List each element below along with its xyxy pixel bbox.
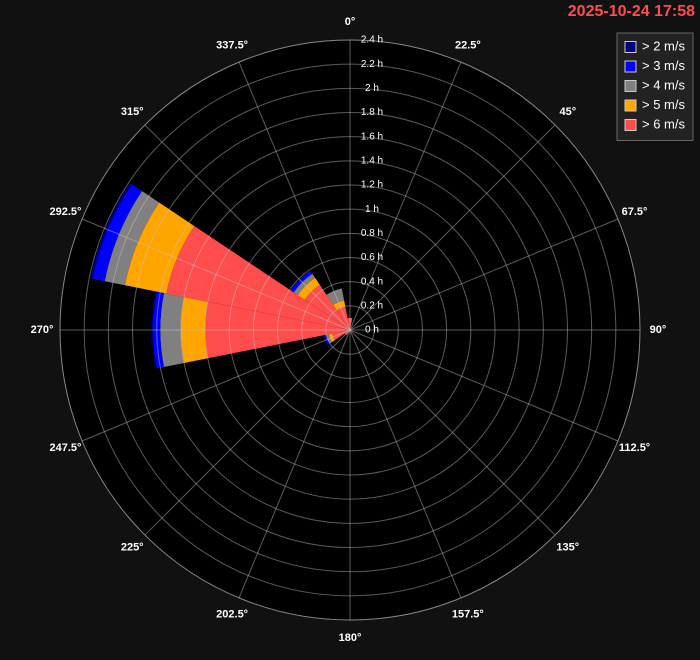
r-tick-label: 2.2 h (361, 59, 383, 70)
grid-spoke (81, 329, 351, 442)
r-tick-label: 0.8 h (361, 228, 383, 239)
grid-ring (204, 184, 496, 476)
r-tick-label: 1.4 h (361, 155, 383, 166)
legend-label: > 4 m/s (642, 77, 685, 92)
grid-ring (228, 208, 472, 452)
grid-spoke (349, 329, 462, 599)
grid-spoke (144, 329, 351, 536)
grid-spoke (349, 329, 619, 442)
angle-label: 67.5° (622, 206, 648, 218)
angle-label: 202.5° (216, 608, 248, 620)
grid-ring (325, 305, 375, 355)
timestamp: 2025-10-24 17:58 (568, 3, 695, 20)
grid-ring (301, 281, 399, 379)
wind-segment (336, 306, 350, 330)
legend-swatch (624, 119, 637, 131)
grid-ring (132, 112, 568, 548)
wind-segment (332, 330, 350, 341)
angle-label: 157.5° (452, 608, 484, 620)
grid-spoke (349, 61, 462, 331)
legend-swatch (624, 99, 637, 112)
angle-label: 90° (650, 324, 667, 336)
wind-segment (124, 202, 195, 294)
angle-label: 225° (121, 542, 144, 554)
wind-segment (326, 288, 345, 305)
wind-segment (151, 291, 157, 369)
r-tick-label: 1.2 h (361, 180, 383, 191)
grid-spoke (349, 124, 556, 331)
angle-label: 135° (556, 542, 579, 554)
wind-segment (326, 334, 332, 344)
grid-spoke (144, 124, 351, 331)
wind-segment (104, 191, 160, 286)
grid-spoke (349, 218, 619, 331)
grid-ring (83, 63, 617, 597)
grid-ring (107, 87, 593, 573)
wind-segment (290, 270, 313, 293)
wind-segment (297, 277, 320, 300)
wind-segment (153, 291, 164, 369)
grid (59, 39, 641, 621)
angle-label: 180° (339, 632, 362, 644)
wind-segment (304, 284, 350, 330)
angle-label: 112.5° (619, 442, 650, 454)
wind-segment (293, 273, 316, 296)
grid-ring (180, 160, 520, 500)
grid-ring (252, 232, 448, 428)
legend-swatch (624, 41, 637, 53)
r-tick-label: 0.6 h (361, 252, 383, 263)
angle-label: 22.5° (455, 39, 481, 51)
angle-label: 292.5° (49, 206, 81, 218)
grid-ring (277, 257, 423, 403)
wind-segment (328, 333, 335, 343)
legend-label: > 3 m/s (642, 58, 685, 73)
legend-swatch (624, 80, 637, 92)
angle-label: 270° (31, 324, 54, 336)
r-tick-label: 0 h (365, 325, 379, 336)
r-tick-label: 2 h (365, 83, 379, 94)
angle-label: 315° (121, 106, 144, 118)
angle-label: 337.5° (216, 39, 248, 51)
legend-label: > 2 m/s (642, 38, 685, 53)
grid-spoke (349, 329, 556, 536)
wind-segment (344, 330, 350, 336)
legend-label: > 6 m/s (642, 116, 685, 131)
wind-segment (180, 296, 208, 364)
grid-spoke (238, 61, 351, 331)
labels: 0 h 0.2 h 0.4 h 0.6 h 0.8 h 1 h 1.2 h 1.4 h 1.6 … (31, 16, 667, 644)
r-tick-label: 0.4 h (361, 276, 383, 287)
r-tick-label: 1.8 h (361, 107, 383, 118)
r-tick-label: 1.6 h (361, 131, 383, 142)
angle-label: 45° (559, 106, 576, 118)
wind-segment (92, 184, 143, 282)
legend-label: > 5 m/s (642, 97, 685, 112)
r-tick-label: 2.4 h (361, 35, 383, 46)
wind-segment (333, 300, 346, 310)
r-tick-label: 0.2 h (361, 300, 383, 311)
grid-ring (156, 136, 544, 524)
legend-swatch (624, 60, 637, 73)
wind-segment (323, 334, 330, 345)
angle-label: 247.5° (49, 442, 81, 454)
wind-segment (160, 292, 185, 368)
wind-segment (347, 317, 353, 330)
wind-segment (166, 225, 350, 330)
grid-spoke (81, 218, 351, 331)
bars (90, 182, 353, 369)
grid-ring (59, 39, 641, 621)
angle-label: 0° (345, 16, 356, 28)
legend: > 2 m/s > 3 m/s > 4 m/s > 5 m/s > 6 m/s (616, 32, 694, 141)
wind-segment (204, 301, 350, 359)
wind-segment (90, 182, 132, 279)
grid-spoke (238, 329, 351, 599)
r-tick-label: 1 h (365, 204, 379, 215)
